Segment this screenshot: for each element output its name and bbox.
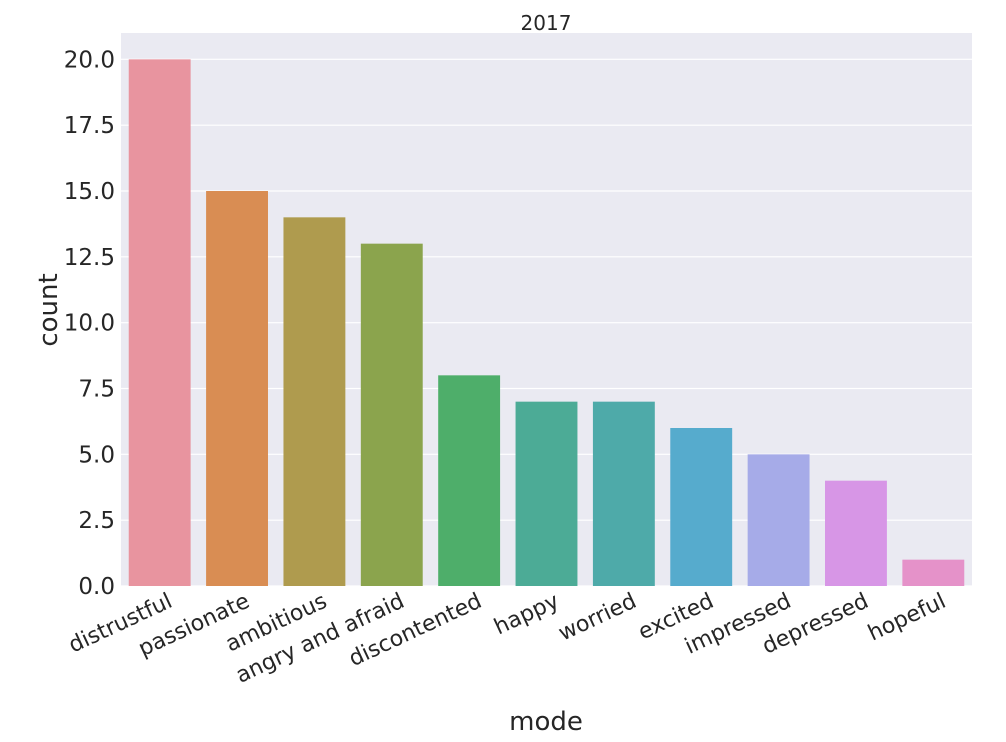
y-tick-label: 7.5 <box>78 377 115 403</box>
x-tick-label: happy <box>491 589 564 641</box>
y-tick-label: 12.5 <box>64 245 115 271</box>
bar-excited <box>670 428 733 586</box>
x-tick-label: worried <box>555 589 641 647</box>
bar-worried <box>592 401 655 586</box>
y-axis-label: count <box>34 273 64 346</box>
y-tick-label: 15.0 <box>64 179 115 205</box>
y-tick-label: 2.5 <box>78 508 115 534</box>
y-tick-label: 10.0 <box>64 311 115 337</box>
chart-title: 2017 <box>521 11 572 35</box>
y-tick-labels: 0.0 2.5 5.0 7.5 10.0 12.5 15.0 17.5 20.0 <box>64 47 115 600</box>
x-axis-label: mode <box>509 707 583 737</box>
bars <box>128 59 965 587</box>
bar-hopeful <box>902 559 965 586</box>
bar-angry-and-afraid <box>360 243 423 586</box>
bar-impressed <box>747 454 810 586</box>
y-tick-label: 5.0 <box>78 442 115 468</box>
x-tick-label: hopeful <box>864 589 950 647</box>
bar-distrustful <box>128 59 191 587</box>
y-tick-label: 0.0 <box>78 574 115 600</box>
bar-happy <box>515 401 578 586</box>
bar-passionate <box>206 191 268 586</box>
y-tick-label: 17.5 <box>64 113 115 139</box>
bar-ambitious <box>283 217 346 587</box>
y-tick-label: 20.0 <box>64 47 115 73</box>
bar-depressed <box>825 480 887 586</box>
bar-discontented <box>438 375 501 586</box>
